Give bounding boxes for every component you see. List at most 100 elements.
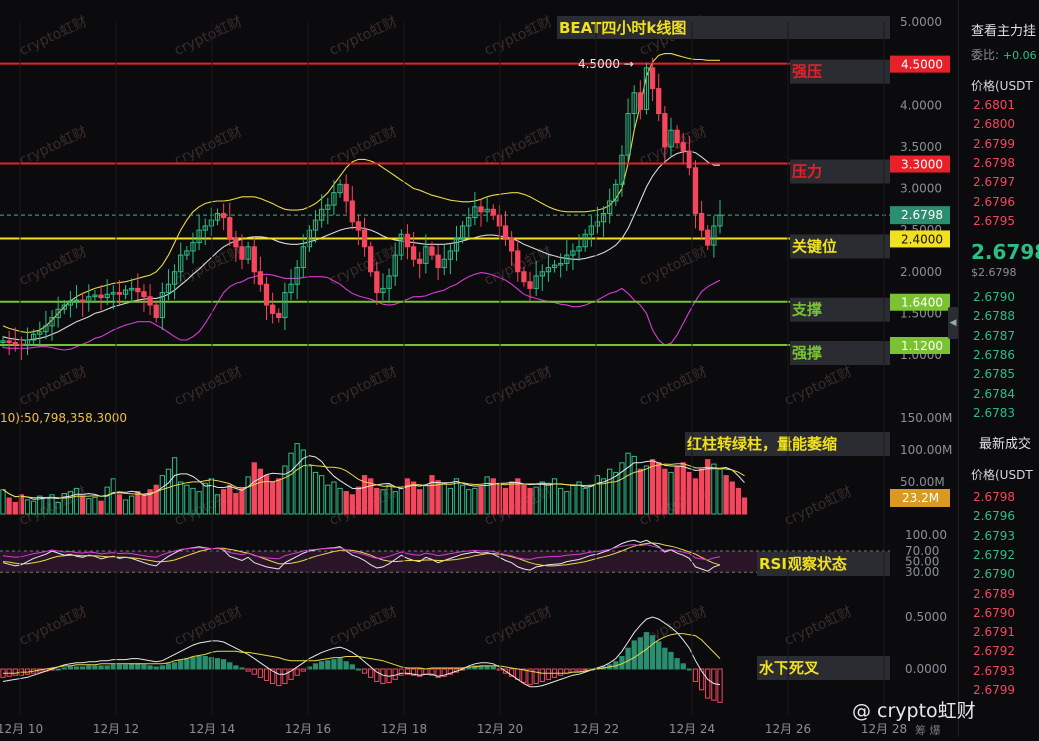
volume-bar xyxy=(551,478,558,515)
candle-body xyxy=(533,275,539,289)
macd-dea-line xyxy=(3,633,721,674)
watermark-text: crypto虹财 xyxy=(172,364,245,409)
candle-body xyxy=(484,208,490,213)
candle-body xyxy=(558,262,564,266)
macd-histogram-bar xyxy=(325,660,331,670)
macd-histogram-bar xyxy=(521,668,527,684)
macd-histogram-bar xyxy=(190,657,196,670)
candle-body xyxy=(453,237,460,252)
ask-price-row[interactable]: 2.6796 xyxy=(973,194,1015,209)
volume-bar xyxy=(18,494,25,515)
bid-price-row[interactable]: 2.6785 xyxy=(973,367,1015,382)
candle-body xyxy=(502,225,509,239)
macd-histogram-bar xyxy=(705,668,711,699)
bollinger-lower-line xyxy=(2,272,721,351)
trade-price-row[interactable]: 2.6793 xyxy=(973,663,1015,678)
volume-bar xyxy=(0,489,6,515)
volume-bar xyxy=(392,491,398,515)
volume-bar xyxy=(478,486,484,515)
trade-price-row[interactable]: 2.6789 xyxy=(973,586,1015,601)
order-book-title[interactable]: 查看主力挂 xyxy=(971,24,1037,39)
candle-body xyxy=(282,292,288,319)
candle-body xyxy=(122,289,129,295)
candle-body xyxy=(18,343,25,346)
macd-histogram-bar xyxy=(674,658,680,670)
trade-price-row[interactable]: 2.6790 xyxy=(973,567,1015,582)
macd-histogram-bar xyxy=(233,665,239,670)
x-tick-label: 12月 22 xyxy=(573,722,619,736)
macd-histogram-bar xyxy=(129,663,135,670)
candle-body xyxy=(410,246,417,260)
ask-price-row[interactable]: 2.6797 xyxy=(973,175,1015,190)
candle-body xyxy=(398,233,404,256)
macd-histogram-bar xyxy=(490,666,496,670)
candle-body xyxy=(551,264,558,269)
ask-price-row[interactable]: 2.6800 xyxy=(973,117,1015,132)
bid-price-row[interactable]: 2.6787 xyxy=(973,328,1015,343)
y-tick-label: 4.0000 xyxy=(900,98,942,112)
ask-price-row[interactable]: 2.6798 xyxy=(973,155,1015,170)
macd-histogram-bar xyxy=(343,661,349,670)
trade-price-row[interactable]: 2.6793 xyxy=(973,528,1015,543)
candle-body xyxy=(368,246,374,273)
volume-bar xyxy=(680,462,686,515)
trade-price-row[interactable]: 2.6798 xyxy=(973,490,1015,504)
candle-body xyxy=(515,250,521,273)
candle-body xyxy=(600,212,607,223)
candle-body xyxy=(331,192,337,206)
volume-bar xyxy=(435,480,441,515)
volume-bar xyxy=(263,475,270,515)
collapse-panel-button[interactable]: ◀ xyxy=(948,307,958,339)
volume-bar xyxy=(239,487,245,515)
volume-bar xyxy=(453,478,460,515)
ask-price-row[interactable]: 2.6795 xyxy=(973,213,1015,228)
macd-histogram-bar xyxy=(686,668,693,671)
latest-trades-tab[interactable]: 最新成交 xyxy=(979,437,1032,452)
level-price-tag xyxy=(890,293,950,311)
candle-body xyxy=(233,237,239,248)
level-label-box xyxy=(790,59,890,84)
watermark-text: crypto虹财 xyxy=(17,364,90,409)
bid-price-row[interactable]: 2.6786 xyxy=(973,347,1015,362)
bid-price-row[interactable]: 2.6783 xyxy=(973,405,1015,420)
candle-body xyxy=(588,225,594,235)
ask-price-row[interactable]: 2.6799 xyxy=(973,136,1015,151)
watermark-text: crypto虹财 xyxy=(637,364,710,409)
trade-price-row[interactable]: 2.6790 xyxy=(973,605,1015,620)
trade-price-row[interactable]: 2.6791 xyxy=(973,625,1015,640)
macd-histogram-bar xyxy=(282,668,288,685)
candle-body xyxy=(478,206,484,213)
chart-svg[interactable]: crypto虹财 crypto虹财 crypto虹财 crypto虹财 crypto虹财… xyxy=(0,0,958,737)
trade-price-row[interactable]: 2.6792 xyxy=(973,547,1015,562)
macd-histogram-bar xyxy=(625,647,631,670)
x-tick-label: 12月 26 xyxy=(765,722,811,736)
bid-price-row[interactable]: 2.6788 xyxy=(973,309,1015,324)
candle-body xyxy=(116,292,123,295)
candle-body xyxy=(508,237,515,252)
volume-current-tag-text: 23.2M xyxy=(902,491,939,505)
y-tick-label: 3.0000 xyxy=(900,182,942,196)
bid-price-row[interactable]: 2.6784 xyxy=(973,386,1015,401)
trade-price-row[interactable]: 2.6792 xyxy=(973,644,1015,659)
macd-histogram-bar xyxy=(429,668,435,676)
bid-price-row[interactable]: 2.6790 xyxy=(973,290,1015,304)
macd-y-tick: 0.0000 xyxy=(905,662,947,676)
macd-histogram-bar xyxy=(502,668,509,674)
trade-price-row[interactable]: 2.6796 xyxy=(973,509,1015,524)
volume-bar xyxy=(502,487,509,515)
candle-body xyxy=(631,92,637,115)
candle-body xyxy=(466,217,472,227)
candle-body xyxy=(0,340,6,344)
volume-bar xyxy=(147,489,153,515)
ask-price-row[interactable]: 2.6801 xyxy=(973,98,1015,112)
macd-histogram-bar xyxy=(711,668,717,701)
volume-bar xyxy=(637,468,643,515)
candle-body xyxy=(564,254,570,264)
candle-body xyxy=(61,304,67,310)
watermark-text: crypto虹财 xyxy=(327,124,400,169)
trade-price-row[interactable]: 2.6799 xyxy=(973,683,1015,697)
candle-body xyxy=(343,183,349,202)
candle-body xyxy=(496,214,503,227)
macd-histogram-bar xyxy=(649,635,656,670)
